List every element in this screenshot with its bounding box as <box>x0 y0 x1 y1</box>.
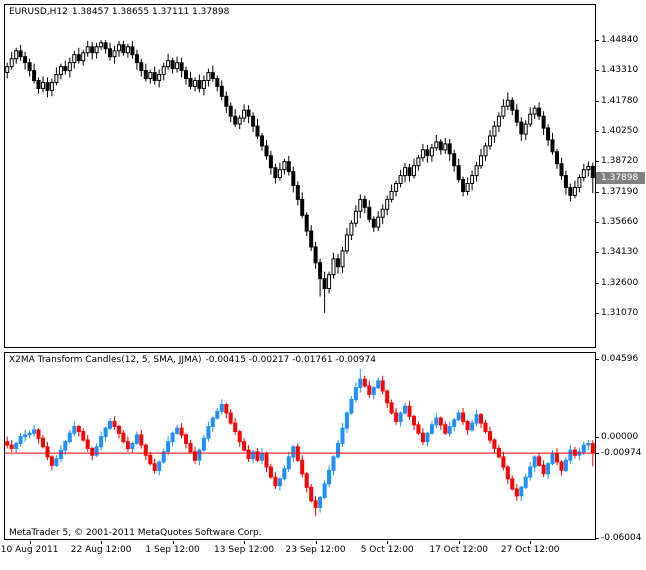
time-scale-tick <box>458 541 460 544</box>
time-scale-tick <box>172 541 174 544</box>
time-scale[interactable]: 10 Aug 2011 22 Aug 12:00 1 Sep 12:00 13 Sep… <box>1 541 595 567</box>
price-scale-label: 1.40250 <box>601 126 639 136</box>
ohlc-values-label: 1.38457 1.38655 1.37111 1.37898 <box>71 7 230 17</box>
indicator-values-label: -0.00415 -0.00217 -0.01761 -0.00974 <box>205 355 376 365</box>
price-scale-label: 1.31070 <box>601 308 639 318</box>
time-scale-label: 22 Aug 12:00 <box>70 545 132 555</box>
main-chart-header: EURUSD,H12 1.38457 1.38655 1.37111 1.3789… <box>9 7 233 18</box>
scale-tick <box>596 359 599 360</box>
indicator-scale-label: 0.00000 <box>601 432 639 442</box>
main-chart-pane[interactable]: EURUSD,H12 1.38457 1.38655 1.37111 1.3789… <box>4 4 596 348</box>
scale-tick <box>596 70 599 71</box>
price-scale-label: 1.44840 <box>601 35 639 45</box>
price-scale-label: 1.41780 <box>601 96 639 106</box>
scale-tick <box>596 192 599 193</box>
scale-tick <box>596 313 599 314</box>
scale-tick <box>596 252 599 253</box>
time-scale-label: 17 Oct 12:00 <box>429 545 489 555</box>
time-scale-tick <box>244 541 246 544</box>
indicator-scale-label: -0.00974 <box>601 448 642 458</box>
indicator-name-label: X2MA Transform Candles(12, 5, SMA, JJMA) <box>9 355 202 365</box>
scale-tick <box>596 453 599 454</box>
time-scale-tick <box>315 541 317 544</box>
scale-tick <box>596 283 599 284</box>
price-scale-label: 1.38720 <box>601 156 639 166</box>
time-scale-tick <box>530 541 532 544</box>
indicator-header: X2MA Transform Candles(12, 5, SMA, JJMA)… <box>9 355 380 366</box>
branding-label: MetaTrader 5, © 2001-2011 MetaQuotes Sof… <box>9 528 262 538</box>
price-scale-label: 1.37190 <box>601 187 639 197</box>
scale-tick <box>596 101 599 102</box>
time-scale-label: 23 Sep 12:00 <box>285 545 346 555</box>
time-scale-label: 5 Oct 12:00 <box>360 545 414 555</box>
scale-tick <box>596 437 599 438</box>
time-scale-tick <box>387 541 389 544</box>
price-scale-label: 1.35660 <box>601 217 639 227</box>
time-scale-label: 10 Aug 2011 <box>0 545 59 555</box>
time-scale-label: 27 Oct 12:00 <box>500 545 560 555</box>
indicator-scale-label: -0.06004 <box>601 533 642 543</box>
indicator-pane[interactable]: X2MA Transform Candles(12, 5, SMA, JJMA)… <box>4 352 596 540</box>
symbol-period-label: EURUSD,H12 <box>9 7 68 17</box>
price-scale-label: 1.32600 <box>601 278 639 288</box>
indicator-candles-canvas <box>5 369 595 516</box>
time-scale-tick <box>29 541 31 544</box>
scale-tick <box>596 131 599 132</box>
price-scale-label: 1.34130 <box>601 247 639 257</box>
price-candles-canvas <box>5 40 595 313</box>
scale-tick <box>596 161 599 162</box>
scale-tick <box>596 538 599 539</box>
price-scale-label: 1.43310 <box>601 65 639 75</box>
scale-tick <box>596 222 599 223</box>
time-scale-label: 1 Sep 12:00 <box>145 545 200 555</box>
scale-tick <box>596 40 599 41</box>
time-scale-label: 13 Sep 12:00 <box>214 545 275 555</box>
current-price-badge: 1.37898 <box>596 172 645 184</box>
indicator-scale-label: 0.04596 <box>601 354 639 364</box>
price-scale[interactable]: 1.44840 1.43310 1.41780 1.40250 1.38720 1.371… <box>596 0 646 570</box>
time-scale-tick <box>101 541 103 544</box>
